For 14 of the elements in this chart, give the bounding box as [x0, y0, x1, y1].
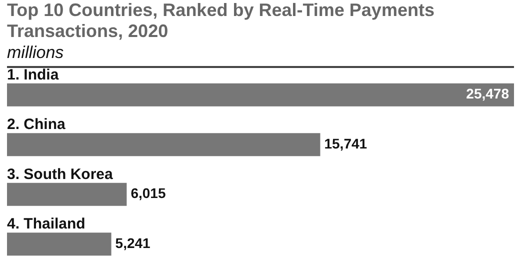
bar — [7, 232, 112, 256]
y-tick-label: 4. Thailand — [7, 216, 86, 233]
data-label: 25,478 — [466, 86, 510, 102]
bar — [7, 133, 320, 156]
bar — [7, 83, 514, 106]
chart-title: Top 10 Countries, Ranked by Real-Time Payments Transactions, 2020 — [7, 0, 436, 42]
data-label: 15,741 — [324, 135, 368, 152]
y-tick-label: 2. China — [7, 116, 66, 134]
y-tick-label: 3. South Korea — [7, 166, 114, 183]
data-label: 6,015 — [130, 185, 166, 202]
chart-subtitle: millions — [7, 42, 514, 68]
data-label: 5,241 — [115, 234, 151, 251]
y-tick-label: 1. India — [7, 66, 60, 84]
bar — [7, 182, 127, 206]
